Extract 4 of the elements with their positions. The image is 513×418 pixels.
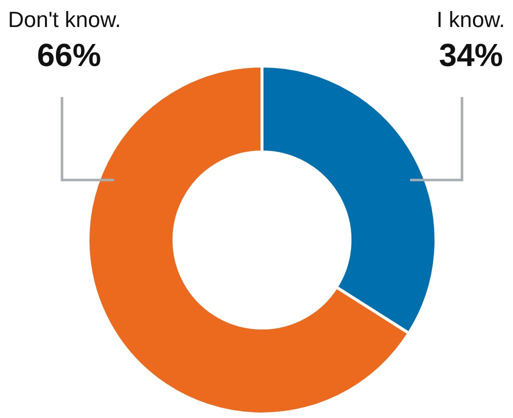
data-label: 66% [37, 37, 102, 73]
slice-label: I know. [436, 7, 505, 32]
data-label: 34% [438, 37, 503, 73]
slice-label: Don't know. [8, 7, 122, 32]
